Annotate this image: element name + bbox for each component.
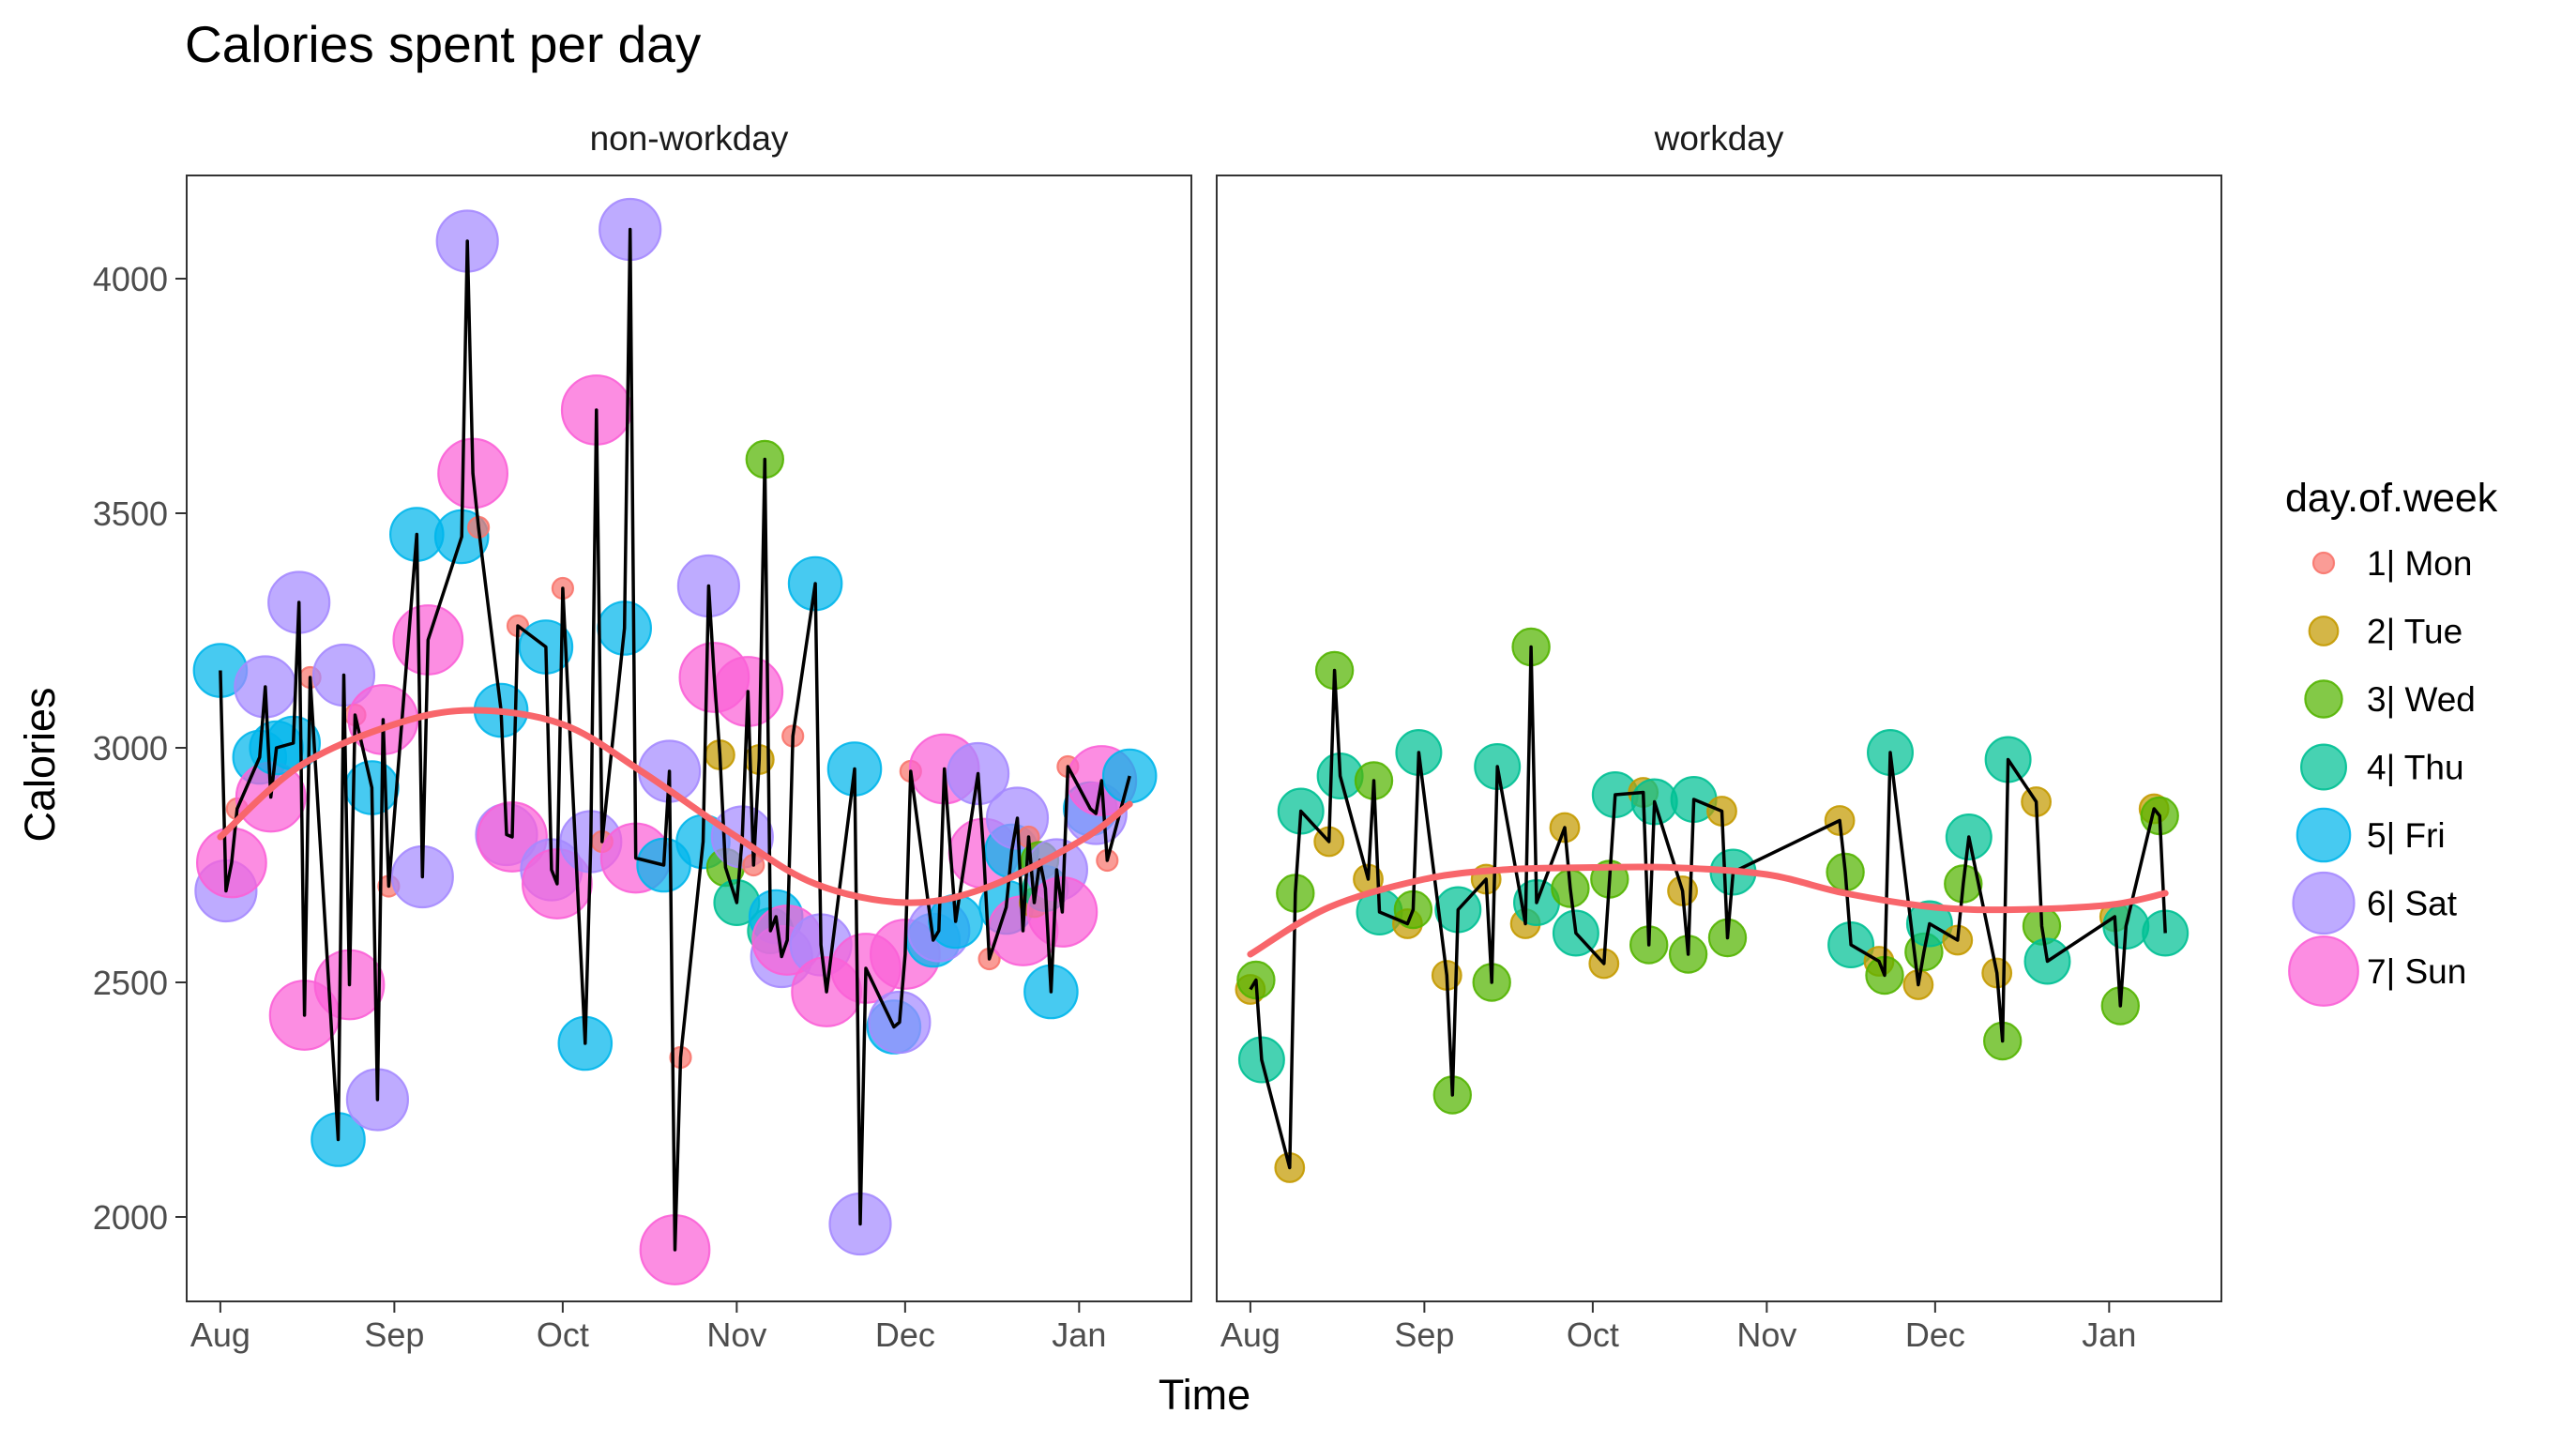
legend-key	[2311, 551, 2336, 575]
smooth-trend-line	[217, 707, 1133, 906]
panel-content	[1235, 627, 2190, 1183]
legend-label: 3| Wed	[2367, 680, 2476, 719]
panel-frame	[1216, 175, 2222, 1302]
x-tick-label: Sep	[364, 1315, 424, 1354]
facet-label: workday	[1654, 119, 1784, 158]
y-tick-label: 3000	[93, 729, 168, 768]
panel-content	[192, 197, 1158, 1285]
legend-item: 1| Mon	[2311, 544, 2472, 583]
legend-label: 2| Tue	[2367, 613, 2462, 651]
facet-panels: non-workday Aug Sep Oct Nov Dec Jan 2000 2500 300…	[93, 119, 2222, 1354]
y-tick-label: 4000	[93, 260, 168, 298]
legend-label: 7| Sun	[2367, 952, 2466, 991]
legend-key	[2296, 807, 2352, 863]
legend-item: 5| Fri	[2296, 807, 2446, 863]
legend-item: 3| Wed	[2304, 679, 2476, 719]
y-tick-label: 2000	[93, 1198, 168, 1237]
legend-key	[2304, 679, 2343, 719]
legend-key	[2292, 871, 2356, 935]
y-axis-title: Calories	[16, 687, 64, 842]
chart-title: Calories spent per day	[185, 15, 702, 73]
series-line	[1249, 645, 2167, 1170]
x-tick-label: Oct	[537, 1315, 589, 1354]
legend-key	[2300, 743, 2348, 791]
x-tick-label: Dec	[875, 1315, 935, 1354]
x-axis-title: Time	[1159, 1371, 1250, 1419]
facet-panel-non-workday: non-workday Aug Sep Oct Nov Dec Jan 2000 2500 300…	[93, 119, 1192, 1354]
legend-label: 5| Fri	[2367, 816, 2446, 855]
x-tick-label: Oct	[1567, 1315, 1619, 1354]
legend-item: 7| Sun	[2288, 935, 2466, 1007]
legend: day.of.week 1| Mon 2| Tue 3| Wed 4| Thu 5| F…	[2285, 476, 2498, 1007]
legend-item: 4| Thu	[2300, 743, 2464, 791]
facet-panel-workday: workday Aug Sep Oct Nov Dec Jan	[1216, 119, 2222, 1354]
series-line	[219, 227, 1131, 1252]
x-tick-label: Dec	[1905, 1315, 1965, 1354]
legend-label: 6| Sat	[2367, 885, 2458, 923]
smooth-trend-line	[1247, 863, 2169, 958]
legend-item: 6| Sat	[2292, 871, 2458, 935]
legend-key	[2288, 935, 2359, 1007]
x-tick-label: Jan	[1052, 1315, 1106, 1354]
legend-item: 2| Tue	[2308, 613, 2462, 651]
facet-label: non-workday	[590, 119, 789, 158]
x-tick-label: Nov	[1736, 1315, 1796, 1354]
y-tick-label: 2500	[93, 964, 168, 1002]
x-tick-label: Nov	[706, 1315, 766, 1354]
x-tick-label: Aug	[1220, 1315, 1280, 1354]
legend-key	[2308, 616, 2340, 646]
legend-items: 1| Mon 2| Tue 3| Wed 4| Thu 5| Fri 6| Sat 7| S…	[2288, 544, 2476, 1007]
legend-title: day.of.week	[2285, 476, 2498, 521]
x-tick-label: Sep	[1394, 1315, 1454, 1354]
y-tick-label: 3500	[93, 494, 168, 533]
legend-label: 1| Mon	[2367, 544, 2472, 583]
x-tick-label: Aug	[190, 1315, 250, 1354]
x-tick-label: Jan	[2082, 1315, 2136, 1354]
legend-label: 4| Thu	[2367, 749, 2464, 787]
